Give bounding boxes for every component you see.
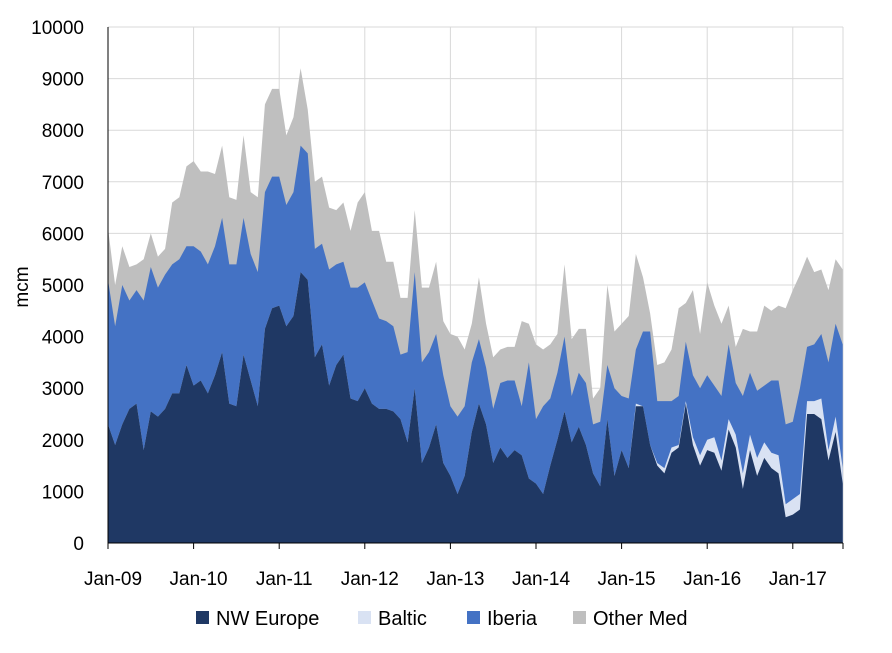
legend-label-baltic: Baltic: [378, 608, 427, 630]
x-tick-label: Jan-12: [341, 569, 399, 590]
x-tick-label: Jan-10: [170, 569, 228, 590]
x-tick-label: Jan-15: [598, 569, 656, 590]
y-axis-title: mcm: [12, 266, 33, 307]
stacked-areas: [108, 68, 843, 543]
x-tick-label: Jan-09: [84, 569, 142, 590]
legend-label-other-med: Other Med: [593, 608, 687, 630]
y-tick-label: 7000: [42, 173, 84, 194]
legend-swatch-nw-europe: [196, 611, 209, 624]
x-tick-label: Jan-14: [512, 569, 571, 590]
y-axis-tick-labels: 0 1000 2000 3000 4000 5000 6000 7000 8000 9000 100…: [31, 18, 84, 555]
area-nw-europe: [108, 272, 843, 543]
legend: NW Europe Baltic Iberia Other Med: [196, 608, 687, 630]
x-tick-label: Jan-16: [683, 569, 741, 590]
legend-label-nw-europe: NW Europe: [216, 608, 319, 630]
x-tick-label: Jan-13: [426, 569, 484, 590]
y-tick-label: 0: [73, 534, 84, 555]
y-tick-label: 3000: [42, 379, 84, 400]
y-tick-label: 2000: [42, 431, 84, 452]
x-tick-label: Jan-11: [256, 569, 313, 590]
y-tick-label: 4000: [42, 328, 84, 349]
x-axis-tick-labels: Jan-09 Jan-10 Jan-11 Jan-12 Jan-13 Jan-14 Jan-…: [84, 569, 827, 590]
legend-swatch-other-med: [573, 611, 586, 624]
y-tick-label: 6000: [42, 224, 84, 245]
legend-label-iberia: Iberia: [487, 608, 538, 630]
axes: [107, 27, 844, 549]
y-tick-label: 1000: [42, 482, 84, 503]
y-tick-label: 9000: [42, 70, 84, 91]
y-tick-label: 10000: [31, 18, 84, 39]
y-tick-label: 5000: [42, 276, 84, 297]
y-tick-label: 8000: [42, 121, 84, 142]
x-tick-label: Jan-17: [769, 569, 827, 590]
legend-swatch-iberia: [467, 611, 480, 624]
legend-swatch-baltic: [358, 611, 371, 624]
